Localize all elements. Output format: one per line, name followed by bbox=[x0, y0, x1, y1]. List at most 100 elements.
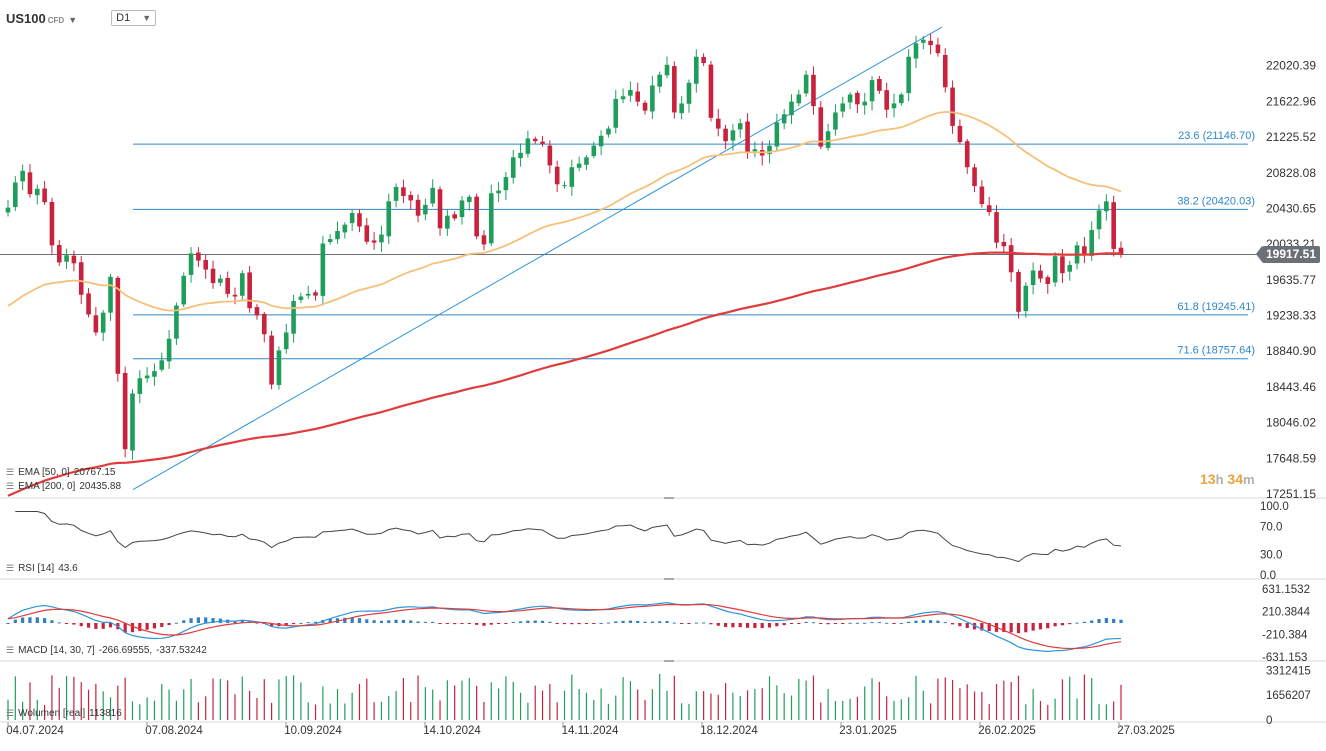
candle-body bbox=[78, 262, 84, 295]
macd-histogram-bar bbox=[343, 617, 347, 623]
candle-body bbox=[767, 145, 772, 154]
macd-histogram-bar bbox=[914, 620, 918, 623]
volume-legend[interactable]: ☰ Wolumen [real] 113816 bbox=[6, 708, 122, 719]
ema50-label: EMA [50, 0] bbox=[18, 467, 70, 478]
candle-body bbox=[174, 305, 179, 339]
candle-body bbox=[606, 128, 611, 135]
candle-body bbox=[811, 74, 816, 107]
macd-histogram-bar bbox=[533, 620, 537, 623]
candle-body bbox=[847, 94, 853, 103]
y-tick-label: 21225.52 bbox=[1266, 130, 1316, 144]
macd-histogram-bar bbox=[870, 622, 874, 624]
candle-body bbox=[569, 167, 575, 187]
macd-histogram-bar bbox=[760, 623, 764, 628]
current-price-tag: 19917.51 bbox=[1256, 246, 1320, 264]
macd-histogram-bar bbox=[467, 623, 471, 624]
candle-body bbox=[415, 199, 421, 216]
macd-histogram-bar bbox=[504, 623, 508, 624]
macd-histogram-bar bbox=[57, 622, 61, 624]
menu-icon[interactable]: ☰ bbox=[6, 563, 15, 573]
macd-legend[interactable]: ☰ MACD [14, 30, 7] -266.69555, -337.5324… bbox=[6, 645, 207, 656]
candle-body bbox=[510, 157, 516, 178]
macd-signal-value: -337.53242 bbox=[156, 645, 207, 656]
candle-body bbox=[884, 90, 889, 110]
candle-body bbox=[994, 212, 999, 243]
menu-icon[interactable]: ☰ bbox=[6, 467, 15, 477]
macd-histogram-bar bbox=[43, 618, 47, 623]
candle-body bbox=[518, 152, 523, 159]
candle-body bbox=[737, 123, 743, 130]
macd-histogram-bar bbox=[731, 623, 735, 628]
ema200-legend[interactable]: ☰ EMA [200, 0] 20435.88 bbox=[6, 481, 121, 492]
macd-histogram-bar bbox=[936, 620, 940, 623]
macd-histogram-bar bbox=[921, 620, 925, 623]
candle-body bbox=[1089, 230, 1095, 256]
candle-body bbox=[269, 335, 274, 385]
menu-icon[interactable]: ☰ bbox=[6, 708, 15, 718]
candle-body bbox=[357, 213, 362, 227]
rsi-label: RSI [14] bbox=[18, 563, 55, 574]
candle-body bbox=[196, 252, 201, 261]
candle-body bbox=[335, 230, 340, 240]
candle-body bbox=[152, 371, 157, 377]
menu-icon[interactable]: ☰ bbox=[6, 645, 15, 655]
macd-histogram-bar bbox=[445, 623, 449, 624]
macd-histogram-bar bbox=[284, 623, 288, 626]
ema50-legend[interactable]: ☰ EMA [50, 0] 20767.15 bbox=[6, 467, 116, 478]
macd-histogram-bar bbox=[826, 623, 830, 625]
rsi-legend[interactable]: ☰ RSI [14] 43.6 bbox=[6, 563, 78, 574]
macd-histogram-bar bbox=[101, 623, 105, 629]
candle-body bbox=[920, 39, 926, 43]
candle-body bbox=[899, 94, 904, 104]
macd-histogram-bar bbox=[804, 621, 808, 623]
fib-level-label: 71.6 (18757.64) bbox=[1177, 345, 1255, 357]
macd-histogram-bar bbox=[1016, 623, 1021, 634]
candle-body bbox=[650, 85, 655, 112]
macd-histogram-bar bbox=[372, 620, 376, 623]
macd-histogram-bar bbox=[570, 623, 574, 625]
volume-tick-label: 0 bbox=[1266, 715, 1272, 727]
symbol-selector[interactable]: US100 CFD ▼ bbox=[6, 11, 77, 26]
macd-histogram-bar bbox=[775, 623, 779, 627]
candle-body bbox=[1038, 270, 1043, 279]
macd-histogram-bar bbox=[892, 623, 896, 624]
macd-histogram-bar bbox=[767, 623, 772, 628]
macd-histogram-bar bbox=[270, 623, 274, 627]
rsi-tick-label: 70.0 bbox=[1260, 522, 1282, 534]
macd-histogram-bar bbox=[79, 623, 83, 627]
ema200-label: EMA [200, 0] bbox=[18, 481, 76, 492]
candles-group bbox=[5, 33, 1124, 461]
macd-line bbox=[7, 601, 1122, 653]
candle-body bbox=[525, 138, 531, 154]
macd-histogram-bar bbox=[1112, 618, 1116, 623]
macd-histogram-bar bbox=[782, 623, 786, 626]
candle-body bbox=[1023, 285, 1029, 312]
macd-histogram-bar bbox=[28, 617, 32, 623]
fib-level-label: 61.8 (19245.41) bbox=[1177, 301, 1255, 313]
candle-body bbox=[1111, 202, 1116, 249]
macd-histogram-bar bbox=[1002, 623, 1006, 632]
macd-histogram-bar bbox=[1038, 623, 1043, 630]
pane-resize-handle bbox=[664, 578, 674, 580]
macd-histogram-bar bbox=[943, 622, 947, 624]
macd-histogram-bar bbox=[885, 622, 889, 624]
candle-body bbox=[942, 54, 948, 88]
macd-histogram-bar bbox=[365, 619, 369, 623]
macd-histogram-bar bbox=[1060, 623, 1065, 626]
candle-body bbox=[34, 188, 40, 196]
candle-body bbox=[225, 277, 230, 294]
candle-body bbox=[964, 141, 970, 168]
candle-body bbox=[13, 182, 18, 208]
macd-histogram-bar bbox=[138, 623, 142, 632]
candle-body bbox=[327, 239, 333, 243]
candle-body bbox=[379, 234, 384, 243]
y-tick-label: 18443.46 bbox=[1266, 380, 1316, 394]
fib-level-label: 38.2 (20420.03) bbox=[1177, 195, 1255, 207]
macd-histogram-bar bbox=[94, 623, 98, 629]
candle-body bbox=[620, 96, 626, 100]
timeframe-selector[interactable]: D1 ▼ bbox=[111, 10, 157, 26]
candle-body bbox=[42, 188, 47, 203]
macd-histogram-bar bbox=[438, 623, 442, 624]
menu-icon[interactable]: ☰ bbox=[6, 481, 15, 491]
